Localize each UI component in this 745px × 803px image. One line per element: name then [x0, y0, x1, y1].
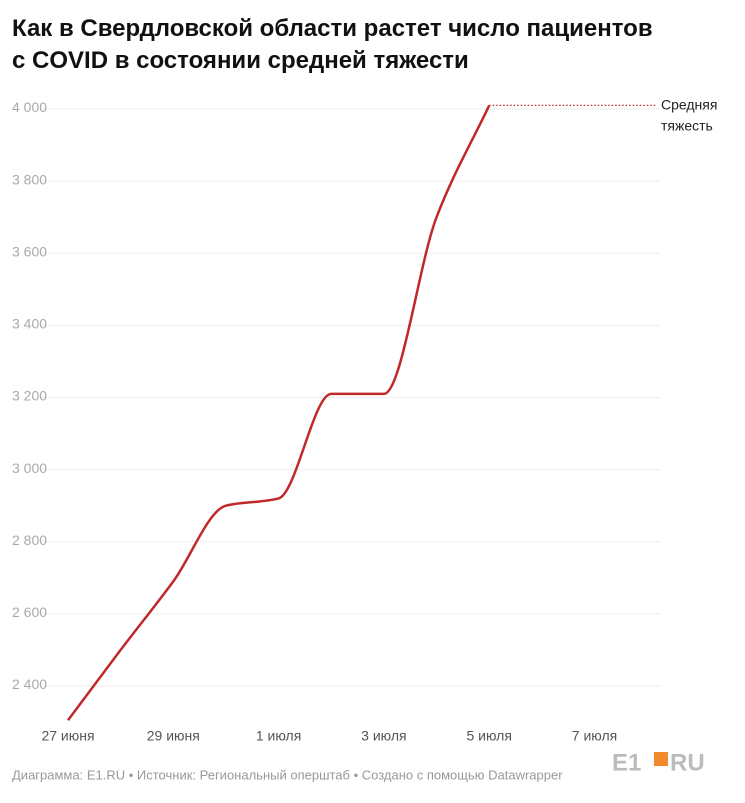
y-tick-label: 3 400 [12, 316, 47, 332]
series-label-line: Средняя [661, 96, 717, 112]
y-tick-label: 3 600 [12, 243, 47, 259]
y-tick-label: 2 800 [12, 532, 47, 548]
x-tick-label: 29 июня [147, 728, 200, 744]
logo: E1 [612, 749, 641, 776]
x-tick-label: 27 июня [41, 728, 94, 744]
x-tick-label: 5 июля [466, 728, 511, 744]
x-tick-label: 7 июля [572, 728, 617, 744]
y-tick-label: 2 400 [12, 676, 47, 692]
y-tick-label: 3 200 [12, 388, 47, 404]
title-line: с COVID в состоянии средней тяжести [12, 47, 469, 74]
series-label-line: тяжесть [661, 117, 713, 133]
y-tick-label: 3 000 [12, 460, 47, 476]
series-label: Средняя тяжесть [661, 96, 717, 133]
y-tick-label: 2 600 [12, 604, 47, 620]
x-tick-label: 3 июля [361, 728, 406, 744]
footer: Диаграмма: E1.RU • Источник: Региональны… [12, 767, 563, 782]
title-line: Как в Свердловской области растет число … [12, 15, 653, 42]
chart-title: Как в Свердловской области растет число … [12, 15, 653, 74]
x-tick-label: 1 июля [256, 728, 301, 744]
line [66, 104, 491, 721]
logo: RU [670, 749, 705, 776]
logo-square [654, 752, 668, 766]
y-tick-label: 4 000 [12, 99, 47, 115]
y-tick-label: 3 800 [12, 171, 47, 187]
